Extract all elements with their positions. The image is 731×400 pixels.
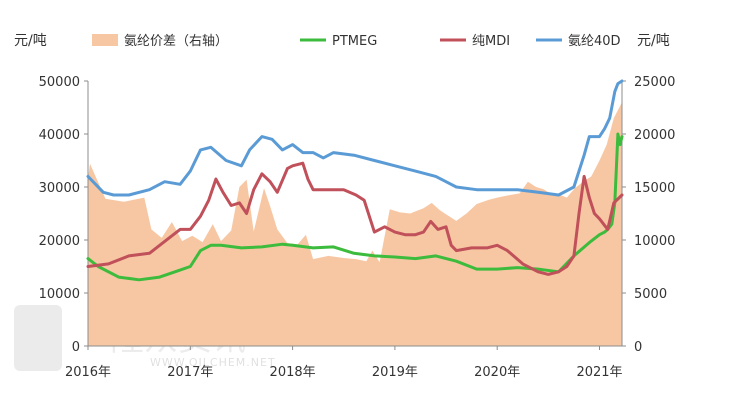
left-tick-label: 40000 (39, 128, 80, 143)
x-tick-label: 2019年 (372, 365, 418, 380)
x-tick-label: 2016年 (65, 365, 111, 380)
legend: 氨纶价差（右轴） PTMEG 纯MDI 氨纶40D (92, 34, 621, 49)
watermark-url: WWW.OILCHEM.NET (150, 356, 276, 369)
left-tick-label: 20000 (39, 234, 80, 249)
axes: 0 10000 20000 30000 40000 50000 0 5000 10000 1500… (39, 75, 676, 380)
x-tick-label: 2021年 (576, 365, 622, 380)
legend-swatch-spread (92, 34, 118, 46)
series-line-3 (86, 79, 624, 197)
series-area-spread (88, 102, 622, 346)
left-axis-unit: 元/吨 (14, 33, 47, 49)
area-layer (88, 102, 622, 346)
left-tick-label: 30000 (39, 181, 80, 196)
right-axis-unit: 元/吨 (637, 33, 670, 49)
x-tick-label: 2017年 (167, 365, 213, 380)
legend-label-1: PTMEG (332, 34, 377, 49)
right-tick-label: 15000 (634, 181, 675, 196)
x-tick-label: 2020年 (474, 365, 520, 380)
right-tick-label: 0 (634, 340, 642, 355)
line-layer (86, 79, 624, 282)
left-tick-label: 0 (72, 340, 80, 355)
right-tick-label: 20000 (634, 128, 675, 143)
legend-label-2: 纯MDI (472, 34, 510, 49)
right-tick-label: 10000 (634, 234, 675, 249)
series-line-2 (86, 161, 624, 276)
legend-label-0: 氨纶价差（右轴） (124, 34, 228, 49)
left-tick-label: 10000 (39, 287, 80, 302)
series-line-1 (86, 132, 624, 282)
legend-label-3: 氨纶40D (568, 34, 621, 49)
x-tick-label: 2018年 (270, 365, 316, 380)
left-tick-label: 50000 (39, 75, 80, 90)
right-tick-label: 5000 (634, 287, 667, 302)
right-tick-label: 25000 (634, 75, 675, 90)
watermark-logo (14, 305, 62, 371)
